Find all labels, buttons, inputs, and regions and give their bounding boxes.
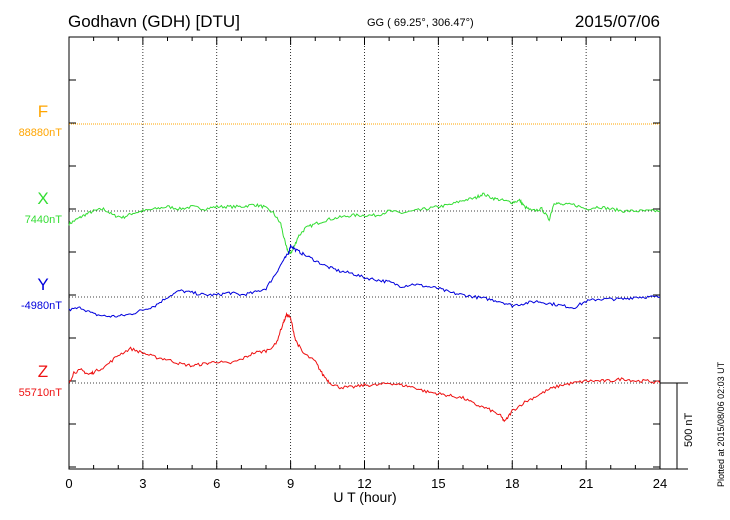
series-name-y: Y xyxy=(37,275,48,294)
x-tick-label: 21 xyxy=(579,476,593,491)
x-tick-labels: 0 3 6 9 12 15 18 21 24 xyxy=(65,476,667,491)
chart-title: Godhavn (GDH) [DTU] xyxy=(68,12,240,31)
x-tick-label: 6 xyxy=(213,476,220,491)
plotted-note: Plotted at 2015/08/06 02:03 UT xyxy=(716,361,726,487)
series-lines xyxy=(68,123,661,423)
series-baseline-z: 55710nT xyxy=(19,387,63,399)
x-tick-label: 0 xyxy=(65,476,72,491)
x-tick-label: 12 xyxy=(357,476,371,491)
series-baseline-y: -4980nT xyxy=(21,300,62,312)
series-line-z xyxy=(68,311,661,423)
x-tick-label: 9 xyxy=(287,476,294,491)
series-baseline-x: 7440nT xyxy=(25,214,63,226)
x-tick-label: 24 xyxy=(653,476,667,491)
series-name-x: X xyxy=(37,189,48,208)
x-axis-label: U T (hour) xyxy=(333,489,396,505)
series-name-f: F xyxy=(38,102,48,121)
scale-bar: 500 nT xyxy=(660,382,695,470)
x-tick-label: 3 xyxy=(139,476,146,491)
axis-ticks xyxy=(68,36,661,469)
x-tick-label: 15 xyxy=(431,476,445,491)
chart-subtitle: GG ( 69.25°, 306.47°) xyxy=(367,17,474,29)
grid-lines xyxy=(69,37,660,469)
series-name-z: Z xyxy=(38,362,48,381)
x-tick-label: 18 xyxy=(505,476,519,491)
chart-date: 2015/07/06 xyxy=(575,12,660,31)
series-line-y xyxy=(68,244,661,318)
scale-bar-label: 500 nT xyxy=(683,412,695,447)
series-line-x xyxy=(68,192,661,255)
series-baseline-f: 88880nT xyxy=(19,127,63,139)
series-labels: F 88880nT X 7440nT Y -4980nT Z 55710nT xyxy=(19,102,63,399)
